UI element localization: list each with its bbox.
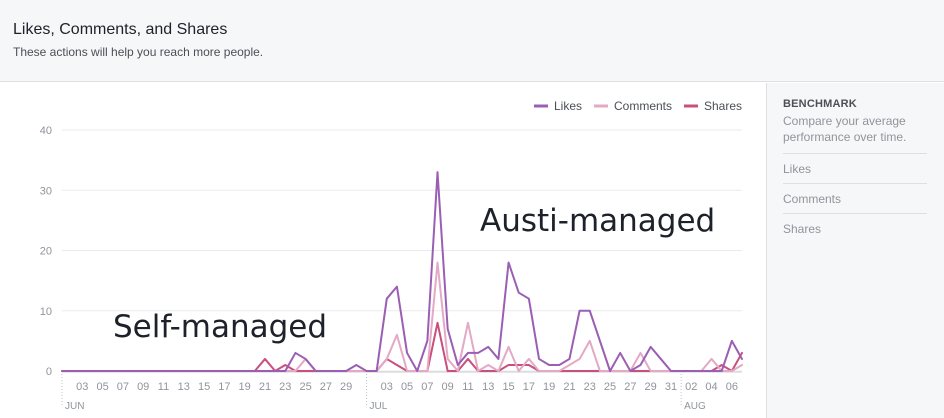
y-tick-label: 0 [46, 366, 52, 378]
x-tick-label: 13 [178, 381, 190, 393]
x-tick-label: 25 [299, 381, 311, 393]
x-tick-label: 25 [604, 381, 616, 393]
y-tick-label: 10 [40, 306, 52, 318]
x-tick-label: 02 [685, 381, 697, 393]
x-tick-label: 07 [421, 381, 433, 393]
x-tick-label: 06 [726, 381, 738, 393]
month-label: JUL [369, 401, 387, 412]
x-tick-label: 19 [239, 381, 251, 393]
x-tick-label: 29 [340, 381, 352, 393]
x-tick-label: 03 [76, 381, 88, 393]
x-tick-label: 11 [158, 381, 169, 393]
x-tick-label: 17 [523, 381, 535, 393]
x-tick-label: 27 [320, 381, 332, 393]
section-title: Likes, Comments, and Shares [13, 21, 228, 38]
line-chart: 0 10 20 30 40 03 05 07 09 11 13 15 17 19 21 23 25 27 29 03 0… [40, 99, 743, 412]
x-tick-label: 07 [117, 381, 129, 393]
y-tick-label: 20 [40, 246, 52, 258]
x-tick-label: 05 [96, 381, 108, 393]
x-tick-label: 27 [624, 381, 636, 393]
x-tick-label: 29 [645, 381, 657, 393]
benchmark-list: Likes Comments Shares [783, 153, 927, 243]
x-tick-label: 09 [442, 381, 454, 393]
x-tick-label: 21 [259, 381, 271, 393]
x-tick-label: 15 [502, 381, 514, 393]
x-tick-label: 15 [198, 381, 210, 393]
y-tick-label: 30 [40, 185, 52, 197]
x-tick-label: 21 [563, 381, 575, 393]
page-header: Likes, Comments, and Shares These action… [0, 0, 944, 82]
benchmark-title: BENCHMARK [783, 98, 857, 110]
x-tick-label: 19 [543, 381, 555, 393]
section-subtitle: These actions will help you reach more p… [13, 45, 264, 59]
benchmark-description: Compare your average performance over ti… [783, 114, 907, 144]
x-tick-label: 31 [665, 381, 677, 393]
x-tick-label: 03 [381, 381, 393, 393]
annotation-austi-managed: Austi-managed [480, 203, 715, 239]
x-tick-label: 17 [218, 381, 230, 393]
x-tick-label: 09 [137, 381, 149, 393]
month-label: AUG [684, 401, 706, 412]
chart-panel: 0 10 20 30 40 03 05 07 09 11 13 15 17 19 21 23 25 27 29 03 0… [0, 83, 766, 418]
x-tick-label: 13 [482, 381, 494, 393]
legend-label-likes: Likes [554, 99, 582, 113]
benchmark-panel: BENCHMARK Compare your average performan… [766, 83, 944, 418]
benchmark-likes[interactable]: Likes [783, 153, 927, 183]
x-tick-label: 23 [279, 381, 291, 393]
benchmark-comments[interactable]: Comments [783, 183, 927, 213]
x-tick-label: 05 [401, 381, 413, 393]
benchmark-shares[interactable]: Shares [783, 213, 927, 243]
x-tick-label: 04 [705, 381, 717, 393]
y-tick-label: 40 [40, 125, 52, 137]
legend-label-comments: Comments [614, 99, 672, 113]
series-line-likes [61, 171, 743, 372]
legend-label-shares: Shares [704, 99, 742, 113]
annotation-self-managed: Self-managed [113, 309, 327, 345]
month-label: JUN [65, 401, 84, 412]
x-tick-label: 11 [462, 381, 473, 393]
x-tick-label: 23 [584, 381, 596, 393]
